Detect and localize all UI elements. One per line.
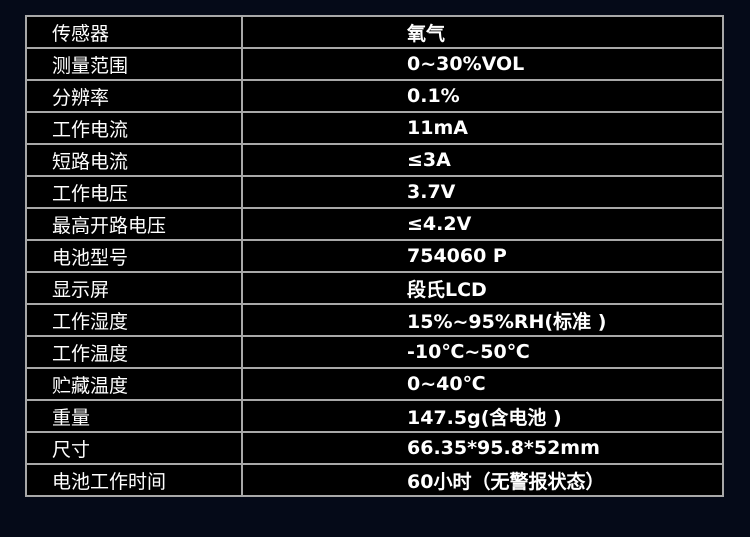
spec-row: 分辨率 0.1% — [25, 79, 724, 113]
spec-value: 15%~95%RH(标准 ) — [241, 303, 724, 337]
spec-label: 最高开路电压 — [25, 207, 243, 241]
spec-value: 147.5g(含电池 ) — [241, 399, 724, 433]
spec-value: 0~30%VOL — [241, 47, 724, 81]
spec-row: 工作电流 11mA — [25, 111, 724, 145]
spec-value: 0.1% — [241, 79, 724, 113]
spec-value: 氧气 — [241, 15, 724, 49]
spec-row: 尺寸 66.35*95.8*52mm — [25, 431, 724, 465]
spec-row: 电池工作时间 60小时（无警报状态） — [25, 463, 724, 497]
spec-value: ≤3A — [241, 143, 724, 177]
spec-label: 重量 — [25, 399, 243, 433]
spec-row: 最高开路电压 ≤4.2V — [25, 207, 724, 241]
spec-row: 传感器 氧气 — [25, 15, 724, 49]
spec-label: 短路电流 — [25, 143, 243, 177]
spec-label: 工作电压 — [25, 175, 243, 209]
spec-value: 60小时（无警报状态） — [241, 463, 724, 497]
spec-row: 重量 147.5g(含电池 ) — [25, 399, 724, 433]
spec-label: 工作湿度 — [25, 303, 243, 337]
spec-label: 测量范围 — [25, 47, 243, 81]
spec-value: 0~40℃ — [241, 367, 724, 401]
spec-value: -10℃~50℃ — [241, 335, 724, 369]
spec-row: 工作电压 3.7V — [25, 175, 724, 209]
spec-label: 贮藏温度 — [25, 367, 243, 401]
spec-value: 754060 P — [241, 239, 724, 273]
spec-label: 尺寸 — [25, 431, 243, 465]
spec-value: 66.35*95.8*52mm — [241, 431, 724, 465]
spec-value: 段氏LCD — [241, 271, 724, 305]
spec-label: 工作温度 — [25, 335, 243, 369]
spec-value: 11mA — [241, 111, 724, 145]
spec-label: 分辨率 — [25, 79, 243, 113]
spec-label: 电池型号 — [25, 239, 243, 273]
spec-row: 电池型号 754060 P — [25, 239, 724, 273]
spec-row: 短路电流 ≤3A — [25, 143, 724, 177]
spec-value: 3.7V — [241, 175, 724, 209]
spec-row: 测量范围 0~30%VOL — [25, 47, 724, 81]
spec-label: 显示屏 — [25, 271, 243, 305]
spec-label: 电池工作时间 — [25, 463, 243, 497]
spec-row: 工作湿度 15%~95%RH(标准 ) — [25, 303, 724, 337]
spec-label: 传感器 — [25, 15, 243, 49]
spec-table: 传感器 氧气 测量范围 0~30%VOL 分辨率 0.1% 工作电流 11mA 短路电流 ≤3A 工… — [25, 15, 724, 497]
spec-row: 显示屏 段氏LCD — [25, 271, 724, 305]
spec-row: 工作温度 -10℃~50℃ — [25, 335, 724, 369]
spec-row: 贮藏温度 0~40℃ — [25, 367, 724, 401]
spec-label: 工作电流 — [25, 111, 243, 145]
spec-value: ≤4.2V — [241, 207, 724, 241]
